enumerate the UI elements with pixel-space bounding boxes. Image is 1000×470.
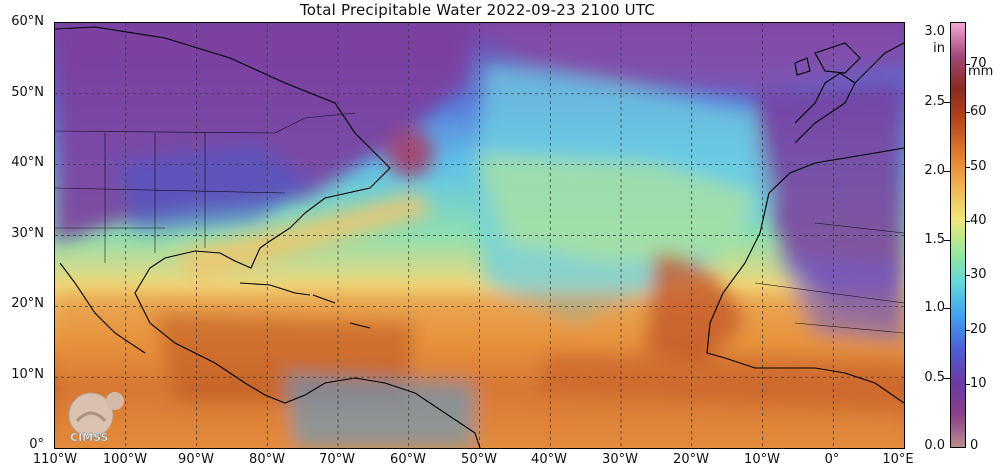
colorbar-inch-unit: in (933, 41, 945, 56)
colorbar-inch-0.0: 0.0 (924, 438, 945, 453)
lat-label-50n: 50°N (11, 85, 44, 100)
cb-tick (965, 167, 970, 168)
colorbar-inch-2.5: 2.5 (924, 94, 945, 109)
lon-label-40w: 40°W (531, 452, 567, 467)
cb-tick (965, 275, 970, 276)
lon-label-10w: 10°W (744, 452, 780, 467)
map-svg: CIMSS (55, 23, 904, 448)
colorbar-mm-40: 40 (970, 213, 987, 228)
lat-label-20n: 20°N (11, 296, 44, 311)
colorbar-mm-50: 50 (970, 159, 987, 174)
graticule (55, 23, 904, 448)
lon-label-50w: 50°W (461, 452, 497, 467)
lon-label-80w: 80°W (249, 452, 285, 467)
cimss-logo (68, 392, 124, 438)
lon-label-100w: 100°W (102, 452, 148, 467)
tpw-map[interactable]: CIMSS (54, 22, 905, 449)
map-title: Total Precipitable Water 2022-09-23 2100… (299, 1, 656, 19)
logo-text: CIMSS (70, 431, 109, 444)
colorbar-inch-1.0: 1.0 (924, 300, 945, 315)
colorbar-mm-unit: mm (968, 64, 994, 79)
lon-label-0: 0° (824, 452, 840, 467)
colorbar-mm-20: 20 (970, 322, 987, 337)
lon-label-60w: 60°W (390, 452, 426, 467)
colorbar-inch-1.5: 1.5 (924, 232, 945, 247)
colorbar-mm-60: 60 (970, 104, 987, 119)
lon-label-90w: 90°W (178, 452, 214, 467)
colorbar-inch-2.0: 2.0 (924, 163, 945, 178)
colorbar-inch-top: 3.0 (924, 24, 945, 39)
cb-tick (944, 308, 950, 309)
lat-label-0: 0° (29, 437, 44, 452)
colorbar-mm-30: 30 (970, 267, 987, 282)
colorbar-mm-10: 10 (970, 376, 987, 391)
lon-label-10e: 10°E (882, 452, 914, 467)
lat-label-40n: 40°N (11, 155, 44, 170)
cb-tick (965, 221, 970, 222)
colorbar-mm-0: 0 (970, 438, 979, 453)
lon-label-20w: 20°W (673, 452, 709, 467)
cb-tick (965, 112, 970, 113)
lon-label-110w: 110°W (32, 452, 78, 467)
colorbar-mm-70: 70 (970, 56, 987, 71)
lon-label-70w: 70°W (319, 452, 355, 467)
coastlines (55, 26, 904, 448)
colorbar (950, 22, 966, 448)
lon-label-30w: 30°W (602, 452, 638, 467)
cb-tick (944, 171, 950, 172)
political-boundaries (55, 112, 904, 334)
cb-tick (965, 384, 970, 385)
lat-label-30n: 30°N (11, 226, 44, 241)
cb-tick (965, 64, 970, 65)
lat-label-10n: 10°N (11, 367, 44, 382)
cb-tick (944, 378, 950, 379)
colorbar-inch-0.5: 0.5 (924, 370, 945, 385)
cb-tick (944, 240, 950, 241)
cb-tick (965, 330, 970, 331)
lat-label-60n: 60°N (11, 14, 44, 29)
cb-tick (944, 102, 950, 103)
